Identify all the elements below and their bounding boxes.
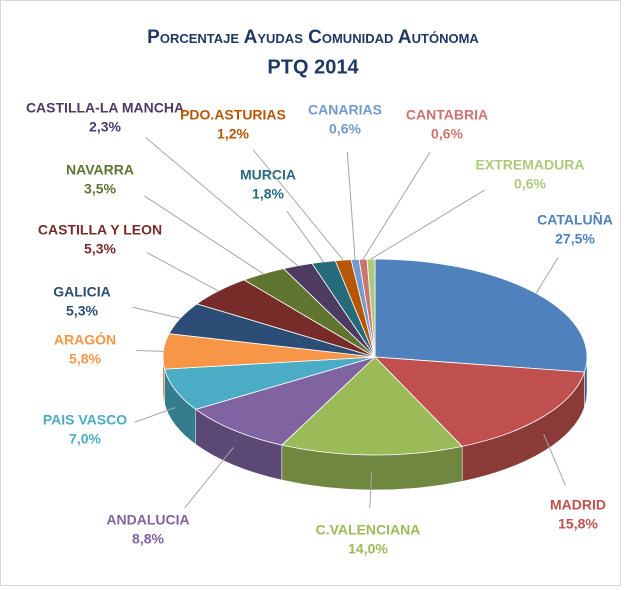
value-label: 27,5% xyxy=(555,231,595,247)
category-label: ARAGÓN xyxy=(54,331,116,348)
value-label: 8,8% xyxy=(132,531,164,547)
category-label: CASTILLA Y LEON xyxy=(38,222,162,238)
slice xyxy=(280,356,463,456)
value-label: 14,0% xyxy=(348,541,388,557)
value-label: 0,6% xyxy=(329,121,361,137)
value-label: 1,2% xyxy=(217,126,249,142)
value-label: 2,3% xyxy=(89,119,121,135)
leader-line xyxy=(184,447,234,509)
category-label: MURCIA xyxy=(240,167,296,183)
category-label: CASTILLA-LA MANCHA xyxy=(26,100,184,116)
chart-title: Porcentaje Ayudas Comunidad Autónoma xyxy=(147,27,479,48)
category-label: NAVARRA xyxy=(66,162,134,178)
leader-line xyxy=(370,189,485,260)
value-label: 1,8% xyxy=(252,186,284,202)
category-label: EXTREMADURA xyxy=(476,157,585,173)
leader-line xyxy=(134,407,176,423)
leader-line xyxy=(132,306,181,319)
slice xyxy=(374,258,588,373)
value-label: 0,6% xyxy=(514,176,546,192)
value-label: 5,8% xyxy=(69,351,101,367)
leader-line xyxy=(362,151,431,260)
slice xyxy=(194,356,376,446)
category-label: CATALUÑA xyxy=(537,211,613,228)
category-label: MADRID xyxy=(550,497,606,513)
value-label: 5,3% xyxy=(66,303,98,319)
leader-line xyxy=(535,256,559,294)
leader-line xyxy=(136,350,164,352)
category-label: GALICIA xyxy=(53,284,111,300)
category-label: CANTABRIA xyxy=(406,107,488,123)
category-label: PDO.ASTURIAS xyxy=(180,107,286,123)
category-label: PAIS VASCO xyxy=(43,412,127,428)
value-label: 3,5% xyxy=(84,181,116,197)
value-label: 15,8% xyxy=(558,516,598,532)
leader-line xyxy=(346,151,356,260)
value-label: 0,6% xyxy=(431,126,463,142)
value-label: 7,0% xyxy=(69,431,101,447)
value-label: 5,3% xyxy=(84,241,116,257)
leader-line xyxy=(286,210,325,263)
leader-line xyxy=(144,195,264,275)
chart-subtitle: PTQ 2014 xyxy=(267,56,359,78)
leader-line xyxy=(145,137,298,267)
leader-line xyxy=(252,149,344,261)
category-label: C.VALENCIANA xyxy=(316,522,421,538)
category-label: CANARIAS xyxy=(308,102,382,118)
slice xyxy=(373,356,585,447)
leader-line xyxy=(369,472,373,509)
leader-line xyxy=(543,433,566,486)
category-label: ANDALUCIA xyxy=(106,512,189,528)
leader-line xyxy=(146,252,219,292)
